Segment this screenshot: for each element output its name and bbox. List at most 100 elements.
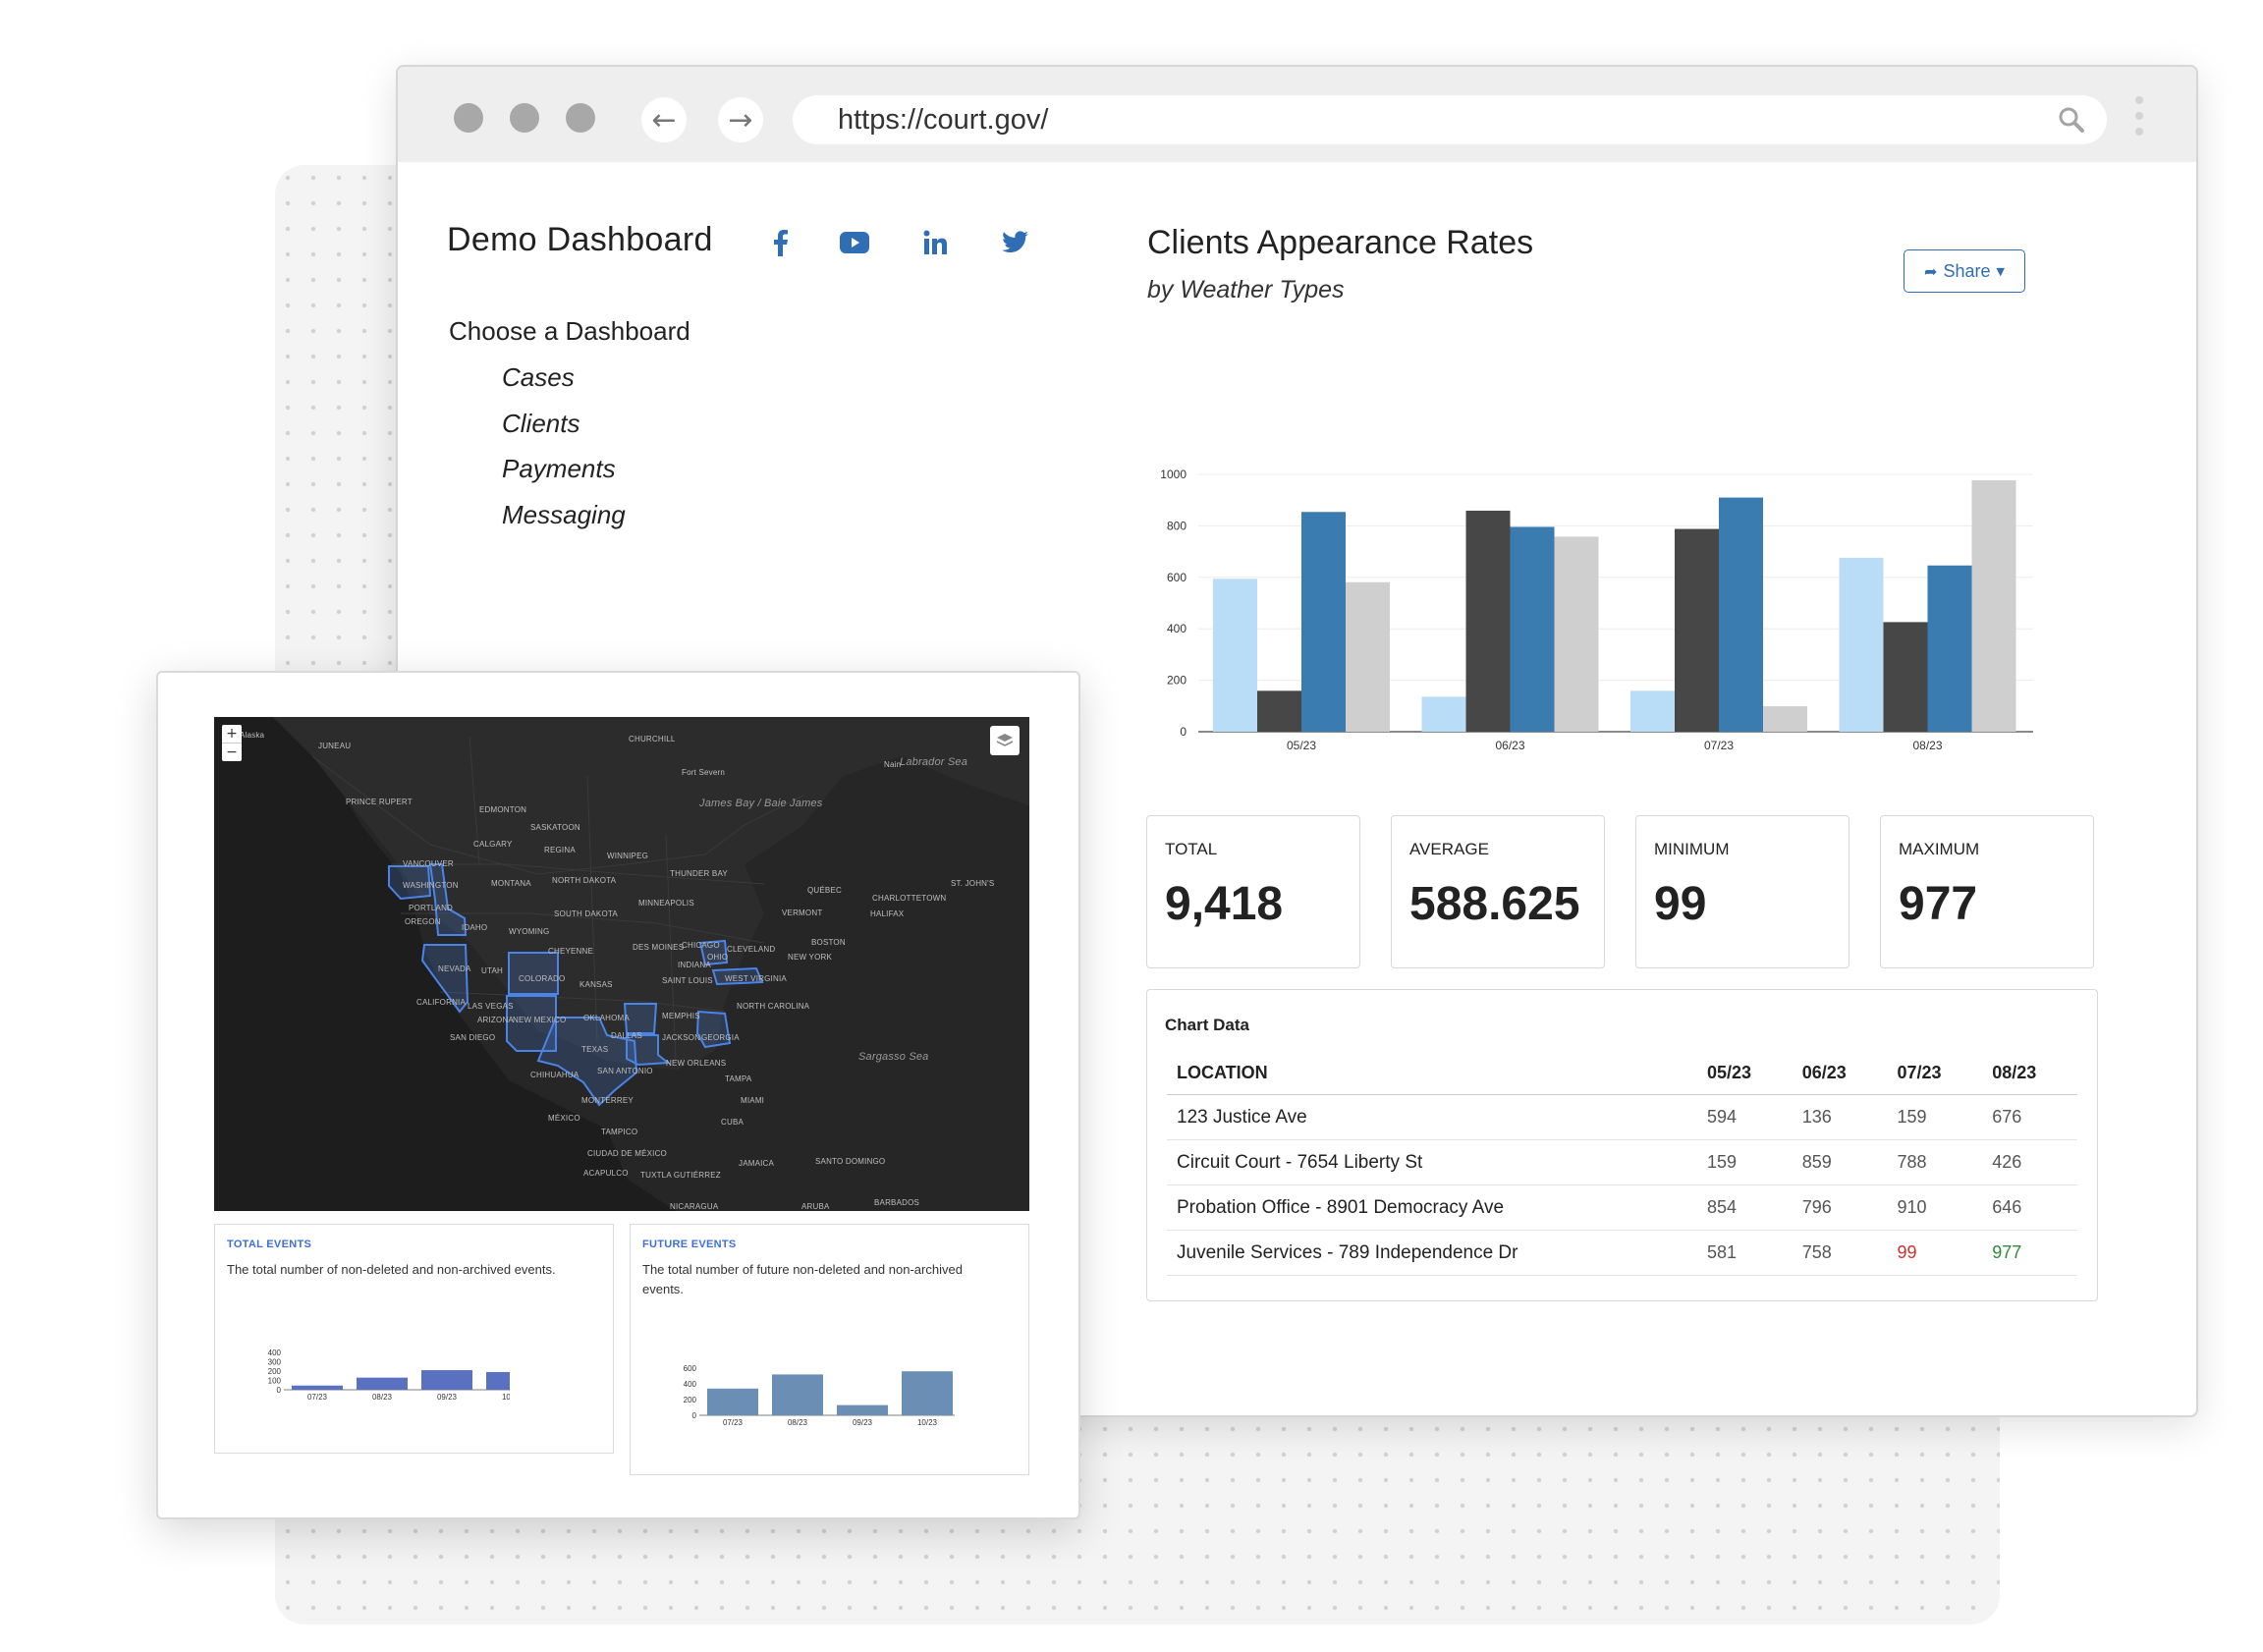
bar[interactable] — [707, 1388, 758, 1415]
location-cell: 123 Justice Ave — [1167, 1094, 1697, 1140]
share-button[interactable]: ➦ Share ▼ — [1904, 249, 2025, 293]
map-geography — [214, 717, 1029, 1211]
events-map[interactable]: Labrador Sea James Bay / Baie James Sargas… — [214, 717, 1029, 1211]
bar[interactable] — [837, 1404, 888, 1415]
x-tick-label: 05/23 — [1287, 739, 1316, 752]
chart-subtitle: by Weather Types — [1147, 276, 1345, 303]
state-new-mexico — [506, 995, 557, 1052]
bar[interactable] — [1883, 622, 1928, 732]
map-label: INDIANA — [678, 961, 711, 969]
future-events-chart: 0 200 400 600 07/23 08/23 09/23 10/23 — [684, 1364, 955, 1427]
bar[interactable] — [1927, 565, 1972, 732]
map-label: WEST VIRGINIA — [725, 974, 787, 983]
clients-appearance-bar-chart: 0 200 400 600 800 1000 05/23 06/23 07/23 08/23 — [1160, 468, 2033, 752]
bar[interactable] — [1213, 578, 1257, 732]
bar[interactable] — [292, 1385, 343, 1390]
y-tick-label: 1000 — [1160, 468, 1187, 481]
layers-icon[interactable] — [990, 726, 1020, 755]
bar[interactable] — [1465, 510, 1511, 732]
back-arrow-icon[interactable]: ← — [641, 97, 687, 142]
menu-item-payments[interactable]: Payments — [502, 454, 616, 483]
map-label: James Bay / Baie James — [699, 798, 823, 809]
window-dot-maximize[interactable] — [566, 103, 595, 133]
address-bar[interactable]: https://court.gov/ — [793, 95, 2107, 144]
map-label: SAN ANTONIO — [597, 1067, 653, 1075]
map-label: PRINCE RUPERT — [346, 798, 413, 806]
map-label: OHIO — [707, 953, 729, 962]
stat-value: 9,418 — [1165, 878, 1284, 930]
map-label: TEXAS — [581, 1045, 609, 1054]
stat-label: MINIMUM — [1654, 840, 1730, 858]
x-tick-label: 09/23 — [853, 1418, 873, 1427]
mini-card-description: The total number of non-deleted and non-… — [227, 1262, 556, 1277]
bar[interactable] — [1719, 497, 1763, 732]
x-tick-label: 08/23 — [788, 1418, 808, 1427]
zoom-control[interactable]: + − — [222, 725, 242, 761]
stat-card-average: AVERAGE 588.625 — [1391, 815, 1605, 968]
menu-item-messaging[interactable]: Messaging — [502, 500, 626, 529]
highlighted-states[interactable] — [214, 717, 1029, 1211]
column-header: 05/23 — [1697, 1051, 1793, 1095]
menu-item-cases[interactable]: Cases — [502, 362, 575, 392]
map-label: KANSAS — [580, 980, 613, 989]
chart-data-card: Chart Data LOCATION 05/23 06/23 07/23 08… — [1146, 989, 2098, 1301]
map-label: NORTH CAROLINA — [737, 1002, 810, 1011]
map-label: JAMAICA — [739, 1159, 775, 1168]
bar[interactable] — [421, 1370, 472, 1390]
bar[interactable] — [1675, 528, 1719, 732]
bar[interactable] — [1257, 690, 1301, 732]
facebook-icon[interactable] — [763, 226, 797, 259]
map-label: QUÉBEC — [807, 886, 842, 895]
mini-card-title: FUTURE EVENTS — [642, 1239, 737, 1250]
bar[interactable] — [902, 1371, 953, 1415]
menu-item-clients[interactable]: Clients — [502, 409, 580, 438]
map-label: CALIFORNIA — [416, 998, 467, 1007]
location-cell: Probation Office - 8901 Democracy Ave — [1167, 1184, 1697, 1231]
map-label: VANCOUVER — [403, 859, 454, 868]
map-label: REGINA — [544, 846, 576, 854]
window-dot-close[interactable] — [454, 103, 483, 133]
y-tick-label: 100 — [268, 1377, 282, 1386]
state-colorado — [508, 952, 559, 995]
bar[interactable] — [772, 1374, 823, 1415]
forward-arrow-icon[interactable]: → — [718, 97, 763, 142]
caret-down-icon: ▼ — [1996, 264, 2005, 278]
window-dot-minimize[interactable] — [510, 103, 539, 133]
twitter-icon[interactable] — [999, 226, 1032, 259]
map-label: TUXTLA GUTIÉRREZ — [640, 1171, 721, 1180]
column-header: LOCATION — [1167, 1051, 1697, 1095]
zoom-in-button[interactable]: + — [226, 726, 238, 742]
bar[interactable] — [1510, 526, 1555, 732]
bar[interactable] — [1554, 536, 1599, 732]
bar[interactable] — [1763, 706, 1807, 732]
y-tick-label: 600 — [684, 1364, 697, 1373]
map-label: SAN DIEGO — [450, 1033, 496, 1042]
bar[interactable] — [1971, 480, 2016, 732]
location-cell: Circuit Court - 7654 Liberty St — [1167, 1139, 1697, 1185]
bar[interactable] — [357, 1377, 408, 1390]
table-title: Chart Data — [1165, 1016, 1249, 1034]
stat-card-total: TOTAL 9,418 — [1146, 815, 1360, 968]
bar[interactable] — [486, 1371, 510, 1390]
map-label: NEVADA — [438, 964, 471, 973]
bar[interactable] — [1301, 512, 1346, 732]
kebab-menu-icon[interactable] — [2135, 96, 2145, 143]
dashboard-title: Demo Dashboard — [447, 221, 713, 258]
youtube-icon[interactable] — [838, 226, 871, 259]
search-icon[interactable] — [2056, 104, 2087, 136]
map-label: OKLAHOMA — [583, 1014, 630, 1022]
x-tick-label: 10/23 — [502, 1393, 510, 1402]
bar[interactable] — [1630, 690, 1675, 732]
map-label: WYOMING — [509, 927, 550, 936]
bar[interactable] — [1839, 557, 1884, 732]
map-label: HALIFAX — [870, 909, 905, 918]
x-tick-label: 07/23 — [1704, 739, 1734, 752]
value-cell: 646 — [1982, 1184, 2077, 1231]
bar[interactable] — [1346, 581, 1390, 732]
y-tick-label: 400 — [268, 1349, 282, 1357]
map-label: CHURCHILL — [629, 735, 676, 743]
linkedin-icon[interactable] — [919, 226, 953, 259]
zoom-out-button[interactable]: − — [222, 743, 242, 761]
bar[interactable] — [1421, 696, 1466, 732]
map-label: COLORADO — [519, 974, 566, 983]
